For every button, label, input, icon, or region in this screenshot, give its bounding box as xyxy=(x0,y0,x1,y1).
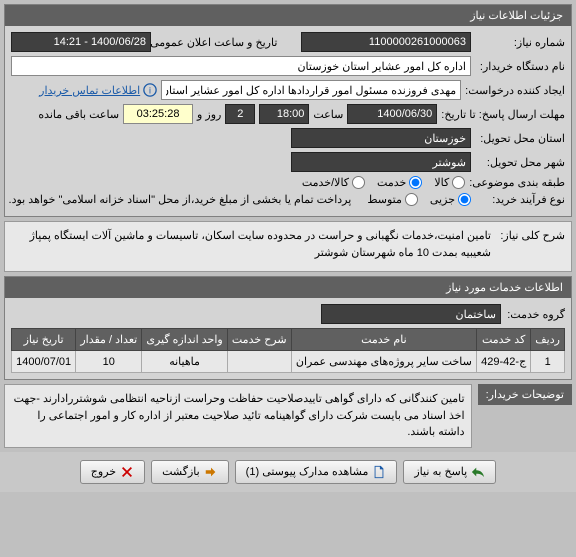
category-kala-khedmat[interactable]: کالا/خدمت xyxy=(302,176,365,189)
table-row[interactable]: 1ج-42-429ساخت سایر پروژه‌های مهندسی عمرا… xyxy=(12,351,565,373)
row-city: شهر محل تحویل: xyxy=(11,152,565,172)
row-deadline: مهلت ارسال پاسخ: تا تاریخ: ساعت روز و سا… xyxy=(11,104,565,124)
services-table-head: ردیفکد خدمتنام خدمتشرح خدمتواحد اندازه گ… xyxy=(12,329,565,351)
process-medium[interactable]: متوسط xyxy=(367,193,418,206)
services-col-header: شرح خدمت xyxy=(227,329,291,351)
device-name-field xyxy=(11,56,471,76)
row-service-group: گروه خدمت: xyxy=(11,304,565,324)
main-panel: جزئیات اطلاعات نیاز شماره نیاز: تاریخ و … xyxy=(4,4,572,217)
row-province: استان محل تحویل: xyxy=(11,128,565,148)
category-kala-radio[interactable] xyxy=(452,176,465,189)
reply-button-label: پاسخ به نیاز xyxy=(414,465,467,478)
row-process: نوع فرآیند خرید: جزیی متوسط پرداخت تمام … xyxy=(11,193,565,206)
process-radio-group: جزیی متوسط xyxy=(367,193,471,206)
creator-field xyxy=(161,80,461,100)
category-khedmat-radio[interactable] xyxy=(409,176,422,189)
back-button[interactable]: بازگشت xyxy=(151,460,229,484)
main-panel-title: جزئیات اطلاعات نیاز xyxy=(5,5,571,26)
services-panel-body: گروه خدمت: ردیفکد خدمتنام خدمتشرح خدمتوا… xyxy=(5,298,571,379)
province-field xyxy=(291,128,471,148)
services-col-header: واحد اندازه گیری xyxy=(142,329,228,351)
services-col-header: تعداد / مقدار xyxy=(76,329,142,351)
need-number-field xyxy=(301,32,471,52)
services-col-header: نام خدمت xyxy=(291,329,476,351)
deadline-time-field xyxy=(259,104,309,124)
exit-button[interactable]: خروج xyxy=(80,460,145,484)
document-icon xyxy=(372,465,386,479)
table-cell: 10 xyxy=(76,351,142,373)
remaining-label: ساعت باقی مانده xyxy=(38,108,119,121)
services-header-row: ردیفکد خدمتنام خدمتشرح خدمتواحد اندازه گ… xyxy=(12,329,565,351)
city-field xyxy=(291,152,471,172)
table-cell: ماهیانه xyxy=(142,351,228,373)
day-label: روز و xyxy=(197,108,221,121)
time-label-1: ساعت xyxy=(313,108,343,121)
contact-link[interactable]: i اطلاعات تماس خریدار xyxy=(39,83,157,97)
view-docs-button-label: مشاهده مدارک پیوستی (1) xyxy=(246,465,369,478)
deadline-label: مهلت ارسال پاسخ: تا تاریخ: xyxy=(441,108,565,121)
reply-icon xyxy=(471,465,485,479)
row-category: طبقه بندی موضوعی: کالا خدمت کالا/خدمت xyxy=(11,176,565,189)
category-kala-khedmat-label: کالا/خدمت xyxy=(302,176,349,189)
services-panel-title: اطلاعات خدمات مورد نیاز xyxy=(5,277,571,298)
need-number-label: شماره نیاز: xyxy=(475,36,565,49)
process-open-label: جزیی xyxy=(430,193,455,206)
days-remaining-field xyxy=(225,104,255,124)
category-khedmat[interactable]: خدمت xyxy=(377,176,422,189)
back-button-label: بازگشت xyxy=(162,465,200,478)
desc-label: شرح کلی نیاز: xyxy=(495,228,565,245)
reply-button[interactable]: پاسخ به نیاز xyxy=(403,460,496,484)
row-creator: ایجاد کننده درخواست: i اطلاعات تماس خرید… xyxy=(11,80,565,100)
back-icon xyxy=(204,465,218,479)
main-panel-body: شماره نیاز: تاریخ و ساعت اعلان عمومی: نا… xyxy=(5,26,571,216)
process-open[interactable]: جزیی xyxy=(430,193,471,206)
announce-datetime-label: تاریخ و ساعت اعلان عمومی: xyxy=(155,36,277,49)
process-medium-label: متوسط xyxy=(367,193,402,206)
table-cell: 1 xyxy=(531,351,565,373)
category-radio-group: کالا خدمت کالا/خدمت xyxy=(302,176,465,189)
group-field xyxy=(321,304,501,324)
table-cell: 1400/07/01 xyxy=(12,351,76,373)
table-cell: ساخت سایر پروژه‌های مهندسی عمران xyxy=(291,351,476,373)
exit-button-label: خروج xyxy=(91,465,116,478)
countdown-field xyxy=(123,104,193,124)
deadline-date-field xyxy=(347,104,437,124)
process-medium-radio[interactable] xyxy=(405,193,418,206)
category-kala[interactable]: کالا xyxy=(434,176,465,189)
creator-label: ایجاد کننده درخواست: xyxy=(465,84,565,97)
buyer-notes-label: توضیحات خریدار: xyxy=(478,384,572,405)
process-type-label: نوع فرآیند خرید: xyxy=(475,193,565,206)
province-label: استان محل تحویل: xyxy=(475,132,565,145)
row-need-number: شماره نیاز: تاریخ و ساعت اعلان عمومی: xyxy=(11,32,565,52)
process-open-radio[interactable] xyxy=(458,193,471,206)
table-cell xyxy=(227,351,291,373)
table-cell: ج-42-429 xyxy=(477,351,531,373)
button-bar: پاسخ به نیاز مشاهده مدارک پیوستی (1) باز… xyxy=(0,452,576,492)
services-panel: اطلاعات خدمات مورد نیاز گروه خدمت: ردیفک… xyxy=(4,276,572,380)
desc-text: تامین امنیت،خدمات نگهبانی و حراست در محد… xyxy=(11,228,491,261)
svg-text:i: i xyxy=(149,86,151,96)
services-col-header: تاریخ نیاز xyxy=(12,329,76,351)
services-table: ردیفکد خدمتنام خدمتشرح خدمتواحد اندازه گ… xyxy=(11,328,565,373)
description-box: شرح کلی نیاز: تامین امنیت،خدمات نگهبانی … xyxy=(4,221,572,272)
info-icon: i xyxy=(143,83,157,97)
buyer-notes: توضیحات خریدار: تامین کنندگانی که دارای … xyxy=(4,384,572,448)
services-table-body: 1ج-42-429ساخت سایر پروژه‌های مهندسی عمرا… xyxy=(12,351,565,373)
exit-icon xyxy=(120,465,134,479)
category-kala-khedmat-radio[interactable] xyxy=(352,176,365,189)
services-col-header: ردیف xyxy=(531,329,565,351)
contact-link-text: اطلاعات تماس خریدار xyxy=(39,84,140,97)
category-kala-label: کالا xyxy=(434,176,449,189)
device-name-label: نام دستگاه خریدار: xyxy=(475,60,565,73)
process-note: پرداخت تمام یا بخشی از مبلغ خرید،از محل … xyxy=(9,193,352,206)
category-label: طبقه بندی موضوعی: xyxy=(469,176,565,189)
announce-datetime-field xyxy=(11,32,151,52)
view-docs-button[interactable]: مشاهده مدارک پیوستی (1) xyxy=(235,460,398,484)
city-label: شهر محل تحویل: xyxy=(475,156,565,169)
group-label: گروه خدمت: xyxy=(505,308,565,321)
category-khedmat-label: خدمت xyxy=(377,176,406,189)
row-device-name: نام دستگاه خریدار: xyxy=(11,56,565,76)
services-col-header: کد خدمت xyxy=(477,329,531,351)
buyer-notes-text: تامین کنندگانی که دارای گواهی تاییدصلاحی… xyxy=(4,384,472,448)
